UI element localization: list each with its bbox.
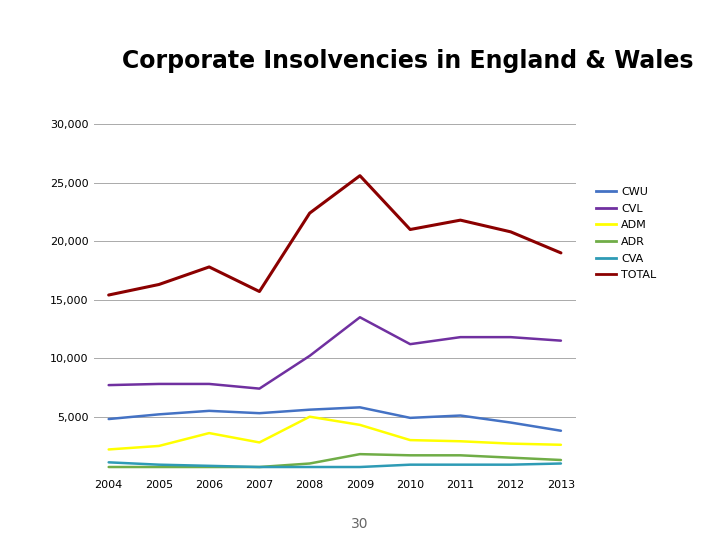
ADM (406, 437, 415, 443)
ADR (406, 452, 415, 458)
ADR (155, 464, 163, 470)
Line: CVL: CVL (109, 317, 561, 389)
CWU (356, 404, 364, 410)
TOTAL (557, 249, 565, 256)
CWU (104, 416, 113, 422)
Line: TOTAL: TOTAL (109, 176, 561, 295)
ADM (456, 438, 464, 444)
TOTAL (406, 226, 415, 233)
Text: Corporate Insolvencies in England & Wales: Corporate Insolvencies in England & Wale… (122, 49, 694, 73)
ADM (205, 430, 214, 436)
ADM (356, 422, 364, 428)
CVA (104, 459, 113, 465)
TOTAL (104, 292, 113, 298)
CWU (255, 410, 264, 416)
TOTAL (456, 217, 464, 224)
CVL (104, 382, 113, 388)
CWU (155, 411, 163, 417)
ADR (506, 455, 515, 461)
CWU (406, 415, 415, 421)
CVL (356, 314, 364, 320)
CVA (456, 461, 464, 468)
TOTAL (205, 264, 214, 270)
ADM (155, 443, 163, 449)
CWU (506, 419, 515, 426)
CVA (406, 461, 415, 468)
Line: CWU: CWU (109, 407, 561, 431)
CVL (506, 334, 515, 340)
ADR (356, 451, 364, 457)
CVA (356, 464, 364, 470)
CVL (305, 353, 314, 359)
ADR (255, 464, 264, 470)
ADM (255, 439, 264, 446)
Legend: CWU, CVL, ADM, ADR, CVA, TOTAL: CWU, CVL, ADM, ADR, CVA, TOTAL (591, 183, 661, 285)
Line: ADM: ADM (109, 417, 561, 449)
TOTAL (305, 210, 314, 217)
CVL (205, 381, 214, 387)
ADM (305, 414, 314, 420)
CVA (557, 460, 565, 467)
CVL (255, 386, 264, 392)
ADR (456, 452, 464, 458)
CVL (155, 381, 163, 387)
TOTAL (155, 281, 163, 288)
CWU (305, 407, 314, 413)
CWU (456, 413, 464, 419)
CVL (406, 341, 415, 347)
Line: CVA: CVA (109, 462, 561, 467)
ADM (557, 442, 565, 448)
ADR (104, 464, 113, 470)
CWU (205, 408, 214, 414)
ADM (104, 446, 113, 453)
CVA (305, 464, 314, 470)
CVA (155, 461, 163, 468)
ADR (557, 457, 565, 463)
CVL (557, 338, 565, 344)
TOTAL (356, 172, 364, 179)
Line: ADR: ADR (109, 454, 561, 467)
Text: 30: 30 (351, 517, 369, 531)
ADR (305, 460, 314, 467)
CWU (557, 428, 565, 434)
CVA (205, 463, 214, 469)
CVA (506, 461, 515, 468)
TOTAL (506, 228, 515, 235)
CVA (255, 464, 264, 470)
TOTAL (255, 288, 264, 295)
ADR (205, 464, 214, 470)
CVL (456, 334, 464, 340)
ADM (506, 441, 515, 447)
